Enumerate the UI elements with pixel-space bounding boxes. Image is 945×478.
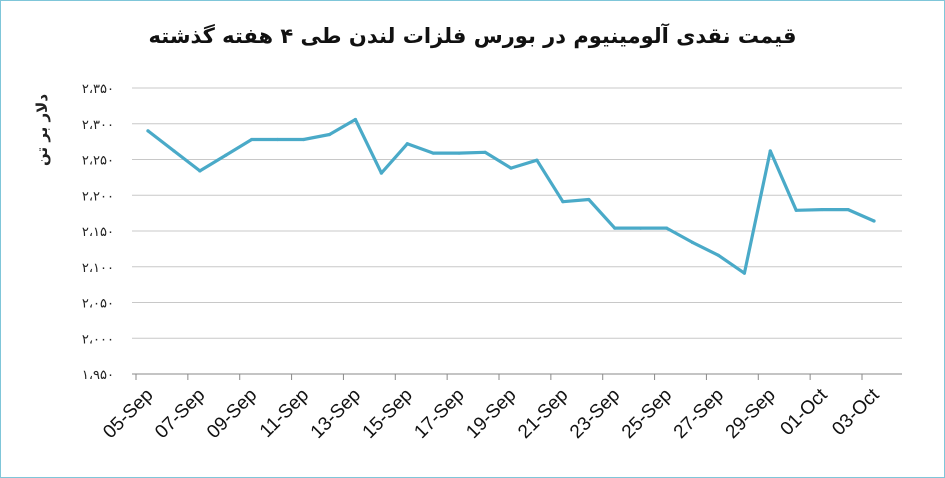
x-tick-label: 05-Sep xyxy=(99,385,157,443)
data-point xyxy=(276,137,280,142)
y-tick-label: ۲،۳۰۰ xyxy=(82,118,114,133)
data-point xyxy=(509,166,513,170)
x-tick-label: 25-Sep xyxy=(618,385,676,443)
data-point xyxy=(561,200,565,204)
data-point xyxy=(405,142,409,146)
data-point xyxy=(846,207,850,212)
data-point xyxy=(379,171,383,175)
data-point xyxy=(872,219,876,223)
x-tick-label: 15-Sep xyxy=(359,385,417,443)
data-point xyxy=(172,149,176,153)
y-tick-label: ۲،۲۰۰ xyxy=(82,189,114,204)
data-point xyxy=(639,226,643,230)
data-point xyxy=(794,208,798,212)
data-point xyxy=(613,226,617,230)
y-tick-label: ۲،۲۵۰ xyxy=(82,154,114,169)
x-tick-label: 13-Sep xyxy=(307,385,365,443)
data-point xyxy=(457,151,461,155)
y-tick-label: ۲،۰۵۰ xyxy=(82,297,114,312)
data-point xyxy=(483,150,487,154)
y-tick-label: ۲،۱۰۰ xyxy=(82,261,114,276)
y-tick-label: ۲،۱۵۰ xyxy=(82,225,114,240)
data-point xyxy=(224,153,228,157)
data-point xyxy=(768,149,772,153)
chart-title: قیمت نقدی آلومینیوم در بورس فلزات لندن ط… xyxy=(148,24,797,48)
x-tick-label: 11-Sep xyxy=(256,385,313,442)
data-point xyxy=(742,271,746,275)
x-tick-label: 09-Sep xyxy=(203,385,261,443)
x-tick-label: 03-Oct xyxy=(828,384,884,440)
x-tick-label: 07-Sep xyxy=(151,385,209,443)
data-point xyxy=(820,207,824,212)
x-tick-label: 17-Sep xyxy=(410,385,468,443)
data-point xyxy=(353,117,358,122)
data-point xyxy=(198,169,202,173)
data-point xyxy=(146,129,150,133)
x-tick-label: 19-Sep xyxy=(462,385,520,443)
data-point xyxy=(250,137,254,142)
data-point xyxy=(327,132,332,137)
data-point xyxy=(587,197,591,202)
data-point xyxy=(664,226,669,230)
data-point xyxy=(690,240,695,245)
y-tick-label: ۱،۹۵۰ xyxy=(82,368,114,383)
x-tick-label: 27-Sep xyxy=(670,385,728,443)
x-tick-label: 01-Oct xyxy=(777,384,833,440)
x-tick-label: 21-Sep xyxy=(514,385,572,443)
series-line xyxy=(146,117,876,275)
x-tick-label: 23-Sep xyxy=(566,385,624,443)
x-tick-label: 29-Sep xyxy=(722,385,780,443)
data-point xyxy=(535,158,539,162)
data-point xyxy=(301,137,306,142)
data-point xyxy=(431,151,435,155)
y-tick-label: ۲،۳۵۰ xyxy=(82,82,114,97)
y-tick-label: ۲،۰۰۰ xyxy=(82,332,114,347)
data-point xyxy=(716,253,721,257)
